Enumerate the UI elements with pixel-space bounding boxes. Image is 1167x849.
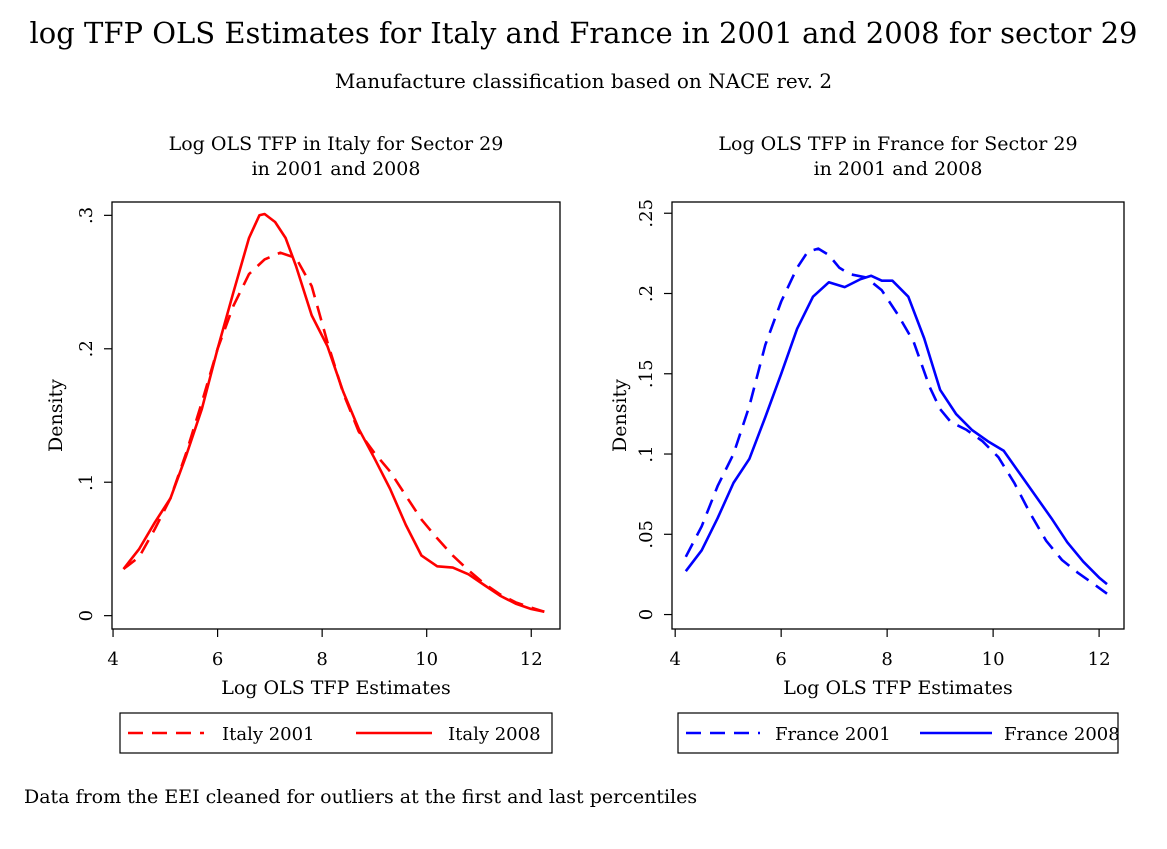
chart-panel-2: Log OLS TFP in France for Sector 29 in 20… [609, 133, 1125, 754]
x-tick-label: 4 [669, 649, 680, 670]
y-axis-title: Density [609, 379, 631, 452]
legend-label: Italy 2001 [222, 724, 315, 745]
y-tick-label: .1 [636, 445, 657, 462]
y-tick-label: 0 [636, 609, 657, 620]
y-tick-label: 0 [76, 610, 97, 621]
y-tick-label: .3 [76, 207, 97, 224]
plot-frame [671, 201, 1125, 630]
x-axis-title: Log OLS TFP Estimates [783, 677, 1013, 699]
panel-title-line: in 2001 and 2008 [814, 158, 983, 180]
panel-title-line: Log OLS TFP in France for Sector 29 [718, 133, 1077, 155]
y-tick-label: .05 [636, 520, 657, 549]
y-tick-label: .25 [636, 199, 657, 228]
plot-frame [111, 201, 561, 630]
x-tick-label: 12 [520, 649, 543, 670]
x-tick-label: 6 [212, 649, 223, 670]
series-line-france-2001 [684, 247, 1108, 595]
x-tick-label: 12 [1088, 649, 1111, 670]
y-axis-title: Density [45, 379, 67, 452]
legend: Italy 2001 Italy 2008 [119, 712, 553, 754]
figure-subtitle: Manufacture classification based on NACE… [334, 69, 833, 93]
legend-label: France 2008 [1004, 724, 1120, 745]
x-tick-label: 6 [775, 649, 786, 670]
y-tick-label: .1 [76, 474, 97, 491]
y-tick-label: .2 [636, 285, 657, 302]
chart-panel-1: Log OLS TFP in Italy for Sector 29 in 200… [45, 133, 561, 754]
y-tick-label: .2 [76, 340, 97, 357]
legend-box [119, 712, 553, 754]
figure-note: Data from the EEI cleaned for outliers a… [24, 786, 698, 808]
series-line-italy-2001 [122, 251, 545, 613]
panel-title-line: in 2001 and 2008 [252, 158, 421, 180]
series-line-italy-2008 [122, 212, 545, 613]
legend-box [677, 712, 1119, 754]
series-line-france-2008 [684, 274, 1108, 586]
x-tick-label: 10 [982, 649, 1005, 670]
x-axis-title: Log OLS TFP Estimates [221, 677, 451, 699]
y-tick-label: .15 [636, 359, 657, 388]
legend-label: Italy 2008 [448, 724, 541, 745]
legend-label: France 2001 [775, 724, 891, 745]
x-tick-label: 8 [316, 649, 327, 670]
panel-title-line: Log OLS TFP in Italy for Sector 29 [169, 133, 504, 155]
x-tick-label: 4 [107, 649, 118, 670]
x-tick-label: 8 [881, 649, 892, 670]
legend: France 2001 France 2008 [677, 712, 1120, 754]
figure-title: log TFP OLS Estimates for Italy and Fran… [29, 16, 1138, 50]
x-tick-label: 10 [415, 649, 438, 670]
